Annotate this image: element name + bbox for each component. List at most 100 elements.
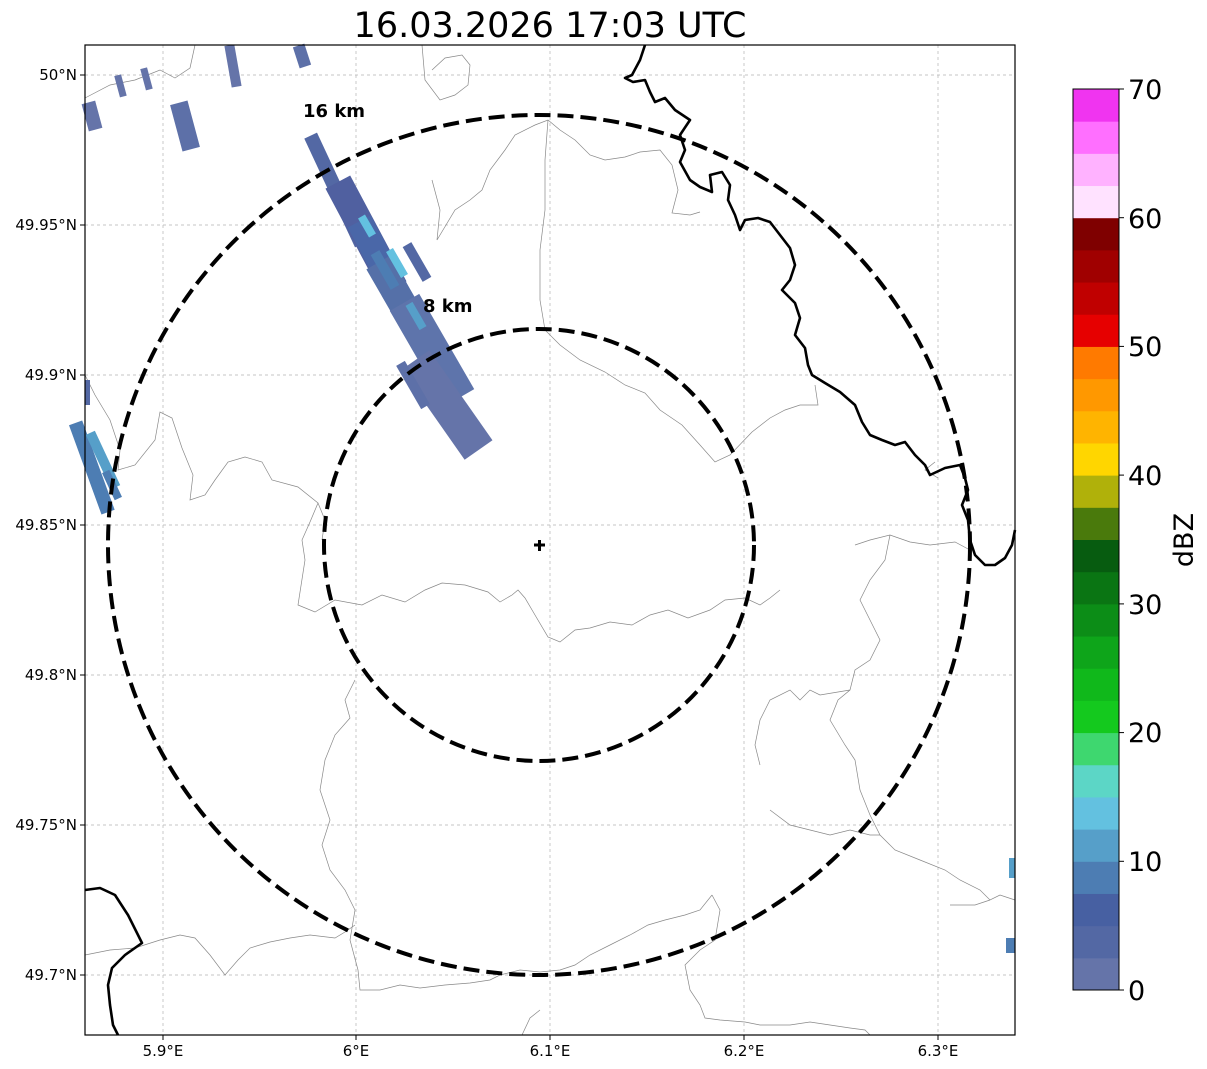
colorbar-band [1073, 925, 1119, 959]
echo-cell [1009, 858, 1015, 878]
colorbar-band [1073, 217, 1119, 251]
x-tick-label: 5.9°E [143, 1042, 184, 1060]
admin-boundary [539, 119, 819, 463]
admin-boundary [421, 44, 471, 101]
ring-label-16km: 16 km [303, 101, 365, 122]
colorbar-band [1073, 829, 1119, 862]
x-tick-label: 6.1°E [530, 1042, 571, 1060]
colorbar-band [1073, 571, 1119, 605]
colorbar-band [1073, 764, 1119, 798]
ring-label-8km: 8 km [423, 296, 473, 317]
colorbar-band [1073, 893, 1119, 927]
echo-cell [85, 430, 121, 490]
admin-boundary [431, 119, 701, 241]
echo-cell [292, 43, 312, 69]
x-tick-label: 6°E [343, 1042, 370, 1060]
echo-band-north [292, 43, 493, 460]
echo-northwest [81, 44, 242, 152]
colorbar-tick-label: 50 [1128, 332, 1162, 363]
admin-boundary [84, 44, 196, 99]
colorbar-band [1073, 153, 1119, 187]
colorbar-band [1073, 507, 1119, 540]
echo-cell [401, 350, 493, 460]
colorbar-band [1073, 185, 1119, 219]
echo-cell [396, 360, 430, 410]
colorbar-band [1073, 314, 1119, 347]
colorbar-axis-label: dBZ [1169, 513, 1200, 567]
echo-east-edge [1006, 858, 1015, 953]
colorbar-bands [1073, 89, 1119, 991]
colorbar-tick-label: 30 [1128, 590, 1162, 621]
colorbar-band [1073, 539, 1119, 573]
y-tick-label: 49.9°N [25, 366, 77, 384]
admin-boundaries [84, 44, 1016, 1036]
colorbar-band [1073, 636, 1119, 669]
colorbar-band [1073, 668, 1119, 701]
echo-cell [402, 242, 432, 282]
colorbar-band [1073, 282, 1119, 315]
colorbar-band [1073, 796, 1119, 830]
x-axis: 5.9°E 6°E 6.1°E 6.2°E 6.3°E [143, 1035, 959, 1060]
echo-cell [140, 67, 153, 91]
reflectivity-echoes [69, 43, 1015, 953]
colorbar-tick-label: 70 [1128, 75, 1162, 106]
echo-cell [85, 380, 90, 405]
y-tick-label: 49.7°N [25, 966, 77, 984]
colorbar-tick-label: 0 [1128, 976, 1145, 1007]
colorbar-band [1073, 442, 1119, 476]
echo-cell [81, 100, 103, 132]
echo-cell [1006, 938, 1015, 953]
y-tick-label: 49.75°N [15, 816, 77, 834]
y-tick-label: 49.95°N [15, 216, 77, 234]
colorbar-tick-label: 40 [1128, 461, 1162, 492]
colorbar-tick-label: 10 [1128, 847, 1162, 878]
colorbar-band [1073, 378, 1119, 412]
range-ring-8km [322, 327, 756, 763]
admin-boundary [769, 809, 880, 836]
colorbar-band [1073, 121, 1119, 154]
colorbar-band [1073, 410, 1119, 444]
y-tick-label: 50°N [39, 66, 77, 84]
gridlines [85, 45, 1015, 1035]
colorbar-band [1073, 861, 1119, 894]
echo-cell [114, 74, 127, 98]
colorbar-band [1073, 700, 1119, 734]
radar-site-marker [534, 540, 545, 551]
echo-cell [69, 420, 115, 515]
colorbar-band [1073, 475, 1119, 508]
y-tick-label: 49.85°N [15, 516, 77, 534]
admin-boundary [754, 689, 851, 766]
colorbar-band [1073, 957, 1119, 991]
colorbar: 0 10 20 30 40 50 60 70 dBZ [1072, 75, 1200, 1007]
admin-boundary [854, 534, 971, 551]
map-title: 16.03.2026 17:03 UTC [354, 6, 747, 46]
y-tick-label: 49.8°N [25, 666, 77, 684]
colorbar-band [1073, 89, 1119, 122]
admin-boundary [319, 679, 713, 991]
echo-cell [370, 250, 400, 290]
colorbar-ticks [1119, 88, 1124, 991]
colorbar-tick-label: 20 [1128, 718, 1162, 749]
y-axis: 50°N 49.95°N 49.9°N 49.85°N 49.8°N 49.75… [15, 66, 85, 984]
colorbar-tick-label: 60 [1128, 204, 1162, 235]
colorbar-band [1073, 603, 1119, 637]
country-border [84, 886, 144, 1036]
x-tick-label: 6.2°E [724, 1042, 765, 1060]
echo-cell [389, 293, 475, 407]
colorbar-frame [1072, 88, 1120, 991]
admin-boundary [521, 1009, 541, 1036]
admin-boundary [84, 374, 781, 643]
x-tick-label: 6.3°E [918, 1042, 959, 1060]
echo-cell [405, 301, 427, 331]
colorbar-band [1073, 249, 1119, 283]
admin-boundary [950, 899, 991, 906]
range-ring-16km [106, 113, 972, 977]
colorbar-band [1073, 732, 1119, 766]
admin-boundary [924, 461, 939, 479]
admin-boundary [684, 894, 871, 1036]
echo-cell [170, 100, 200, 152]
admin-boundary [84, 924, 356, 976]
admin-boundary [829, 534, 1016, 901]
echo-cell [386, 248, 408, 278]
range-rings [106, 113, 972, 977]
